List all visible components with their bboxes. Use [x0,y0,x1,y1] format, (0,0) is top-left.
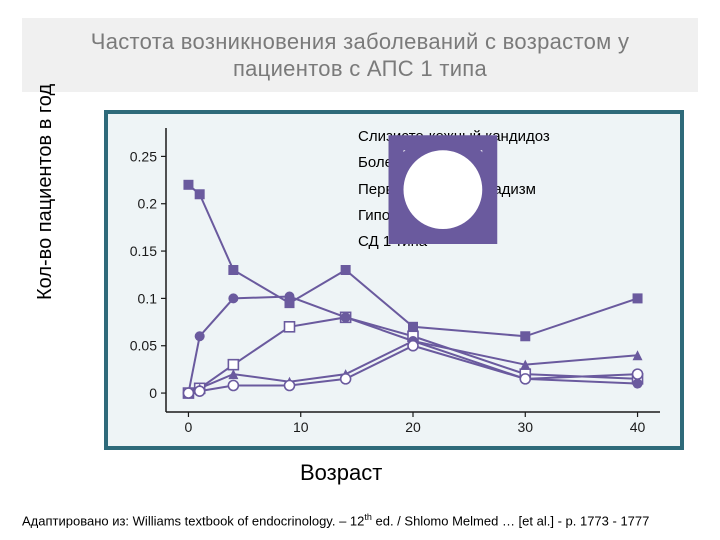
title-band: Частота возникновения заболеваний с возр… [22,18,698,92]
x-axis-label: Возраст [300,460,382,486]
chart-area: 0 0.05 0.1 0.15 0.2 0.25 0 10 20 30 40 Слизисто-ко… [104,110,684,450]
svg-text:30: 30 [517,419,533,435]
circle-open-icon [336,235,350,249]
svg-text:0.1: 0.1 [138,290,158,306]
svg-text:40: 40 [630,419,646,435]
svg-text:0.2: 0.2 [138,196,158,212]
citation-prefix: Адаптировано из: Williams textbook of en… [22,513,364,528]
citation: Адаптировано из: Williams textbook of en… [22,512,649,528]
citation-super: th [364,512,372,522]
svg-text:0.15: 0.15 [130,243,157,259]
legend-item: СД 1 типа [336,229,550,255]
svg-text:10: 10 [293,419,309,435]
slide-root: Частота возникновения заболеваний с возр… [0,0,720,540]
svg-text:20: 20 [405,419,421,435]
svg-text:0: 0 [185,419,193,435]
y-axis-label: Кол-во пациентов в год [34,84,57,300]
citation-suffix: ed. / Shlomo Melmed … [et al.] - p. 1773… [372,513,649,528]
svg-text:0.05: 0.05 [130,338,157,354]
svg-text:0.25: 0.25 [130,148,157,164]
legend: Слизисто-кожный кандидозБолезнь Аддисона… [336,124,550,255]
svg-text:0: 0 [149,385,157,401]
slide-title: Частота возникновения заболеваний с возр… [42,28,678,83]
